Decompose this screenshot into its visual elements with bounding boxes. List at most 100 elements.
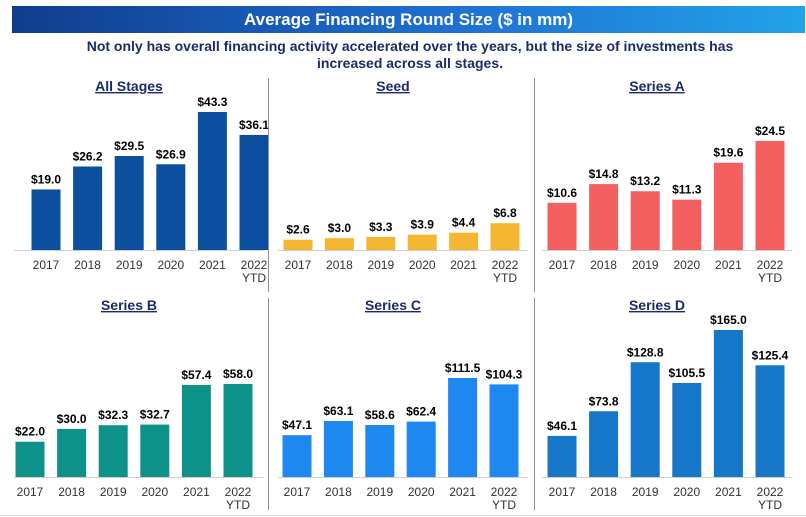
bottom-divider — [0, 515, 806, 516]
data-label: $29.5 — [114, 139, 144, 153]
bar — [73, 166, 103, 250]
panel-separator — [268, 78, 269, 292]
data-label: $3.0 — [328, 221, 352, 235]
data-label: $19.6 — [713, 146, 743, 160]
bar — [283, 239, 313, 250]
data-label: $24.5 — [755, 124, 785, 138]
bar-chart: Series B $22.0 2017 $30.0 2018 $32.3 2019 $32.7… — [14, 297, 264, 512]
x-tick-label: 2018 — [590, 258, 617, 272]
data-label: $125.4 — [752, 348, 789, 362]
bar-chart-panel: Series B $22.0 2017 $30.0 2018 $32.3 2019 $32.7… — [12, 297, 270, 514]
data-label: $30.0 — [57, 412, 87, 426]
bar — [713, 330, 743, 477]
x-tick-label: 2019 — [100, 485, 127, 499]
bar — [282, 435, 312, 477]
data-label: $4.4 — [452, 216, 476, 230]
x-tick-label: 2017 — [285, 258, 312, 272]
x-tick-label: 2020 — [408, 485, 435, 499]
data-label: $6.8 — [493, 206, 517, 220]
bar-chart: Seed $2.6 2017 $3.0 2018 $3.3 2019 $3.9 2020 $4.4… — [278, 78, 528, 285]
panel-title: Series B — [101, 297, 157, 313]
bar — [449, 232, 479, 250]
x-tick-label: 2019 — [366, 485, 393, 499]
data-label: $43.3 — [197, 95, 227, 109]
data-label: $57.4 — [181, 368, 211, 382]
data-label: $62.4 — [406, 405, 436, 419]
x-tick-label: 2020 — [673, 258, 700, 272]
bar — [589, 184, 619, 250]
x-tick-label: 2019 — [632, 258, 659, 272]
bar — [448, 378, 478, 477]
bar — [197, 112, 227, 250]
bar-chart: Series C $47.1 2017 $63.1 2018 $58.6 2019 $62.4… — [278, 297, 528, 512]
x-tick-label: 2022 YTD — [241, 258, 268, 285]
bar-chart-panel: All Stages $19.0 2017 $26.2 2018 $29.5 2019 $26… — [12, 78, 270, 294]
bar-chart-panel: Series D $46.1 2017 $73.8 2018 $128.8 2019 $105… — [540, 297, 798, 514]
x-tick-label: 2019 — [632, 485, 659, 499]
bar — [490, 223, 520, 250]
bar — [672, 383, 702, 477]
x-tick-label: 2017 — [17, 485, 44, 499]
bar — [589, 411, 619, 477]
data-label: $14.8 — [589, 167, 619, 181]
data-label: $104.3 — [486, 367, 523, 381]
x-tick-label: 2022 YTD — [492, 258, 519, 285]
data-label: $26.9 — [156, 147, 186, 161]
data-label: $3.9 — [411, 218, 435, 232]
bar — [98, 425, 128, 477]
data-label: $36.1 — [239, 118, 269, 132]
bar-chart-panel: Series C $47.1 2017 $63.1 2018 $58.6 2019 $62.4… — [276, 297, 534, 514]
bar — [630, 191, 660, 250]
bar-chart: Series A $10.6 2017 $14.8 2018 $13.2 2019 $11.3… — [542, 78, 792, 285]
x-tick-label: 2021 — [715, 485, 742, 499]
x-tick-label: 2018 — [325, 485, 352, 499]
panel-title: Series C — [365, 297, 421, 313]
x-tick-label: 2018 — [590, 485, 617, 499]
panel-title: Seed — [376, 78, 409, 94]
bar — [365, 424, 395, 477]
chart-subtitle: Not only has overall financing activity … — [86, 38, 734, 71]
bar — [57, 428, 87, 477]
data-label: $32.3 — [98, 408, 128, 422]
data-label: $10.6 — [547, 186, 577, 200]
data-label: $26.2 — [73, 149, 103, 163]
bar — [156, 164, 186, 250]
x-tick-label: 2017 — [33, 258, 60, 272]
bar — [114, 155, 144, 250]
bar-chart-panel: Series A $10.6 2017 $14.8 2018 $13.2 2019 $11.3… — [540, 78, 798, 294]
data-label: $47.1 — [282, 418, 312, 432]
bar — [713, 162, 743, 250]
data-label: $13.2 — [630, 174, 660, 188]
bar — [324, 238, 354, 250]
bar — [755, 140, 785, 250]
x-tick-label: 2021 — [715, 258, 742, 272]
x-tick-label: 2022 YTD — [757, 485, 784, 512]
data-label: $19.0 — [31, 172, 61, 186]
bar — [223, 384, 253, 477]
x-tick-label: 2018 — [58, 485, 85, 499]
bar-chart: Series D $46.1 2017 $73.8 2018 $128.8 2019 $105… — [542, 297, 792, 512]
bar — [672, 199, 702, 250]
x-tick-label: 2018 — [326, 258, 353, 272]
panel-separator — [534, 298, 535, 510]
x-tick-label: 2021 — [199, 258, 226, 272]
panel-title: All Stages — [95, 78, 163, 94]
x-tick-label: 2021 — [449, 485, 476, 499]
data-label: $2.6 — [286, 223, 310, 237]
bar — [547, 202, 577, 250]
x-tick-label: 2020 — [673, 485, 700, 499]
bar — [366, 236, 396, 250]
data-label: $63.1 — [323, 404, 353, 418]
chart-banner-title: Average Financing Round Size ($ in mm) — [12, 6, 805, 33]
data-label: $11.3 — [672, 183, 702, 197]
bar — [31, 189, 61, 250]
panel-title: Series A — [629, 78, 685, 94]
x-tick-label: 2022 YTD — [491, 485, 518, 512]
x-tick-label: 2018 — [74, 258, 101, 272]
x-tick-label: 2020 — [157, 258, 184, 272]
x-tick-label: 2019 — [367, 258, 394, 272]
x-tick-label: 2021 — [450, 258, 477, 272]
data-label: $58.6 — [365, 408, 395, 422]
bar — [755, 365, 785, 477]
data-label: $58.0 — [223, 367, 253, 381]
